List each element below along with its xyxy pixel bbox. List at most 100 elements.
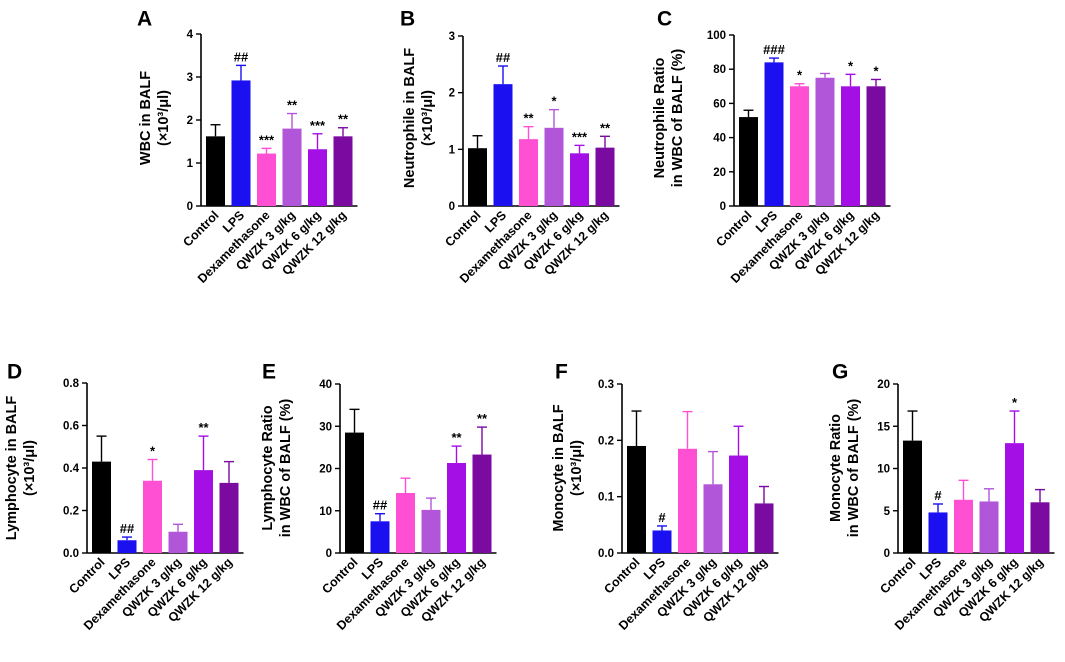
y-tick-label: 80 — [713, 64, 726, 76]
bar-lps — [652, 530, 672, 553]
significance-marker: ## — [234, 49, 249, 64]
bar-qwzk-12-g-kg — [333, 136, 353, 206]
significance-marker: ### — [763, 42, 785, 57]
y-axis-label: Lymphocyte Ratio in WBC of BALF (%) — [260, 399, 294, 538]
significance-marker: * — [848, 58, 854, 73]
x-category-label: Control — [713, 208, 754, 249]
bar-control — [468, 148, 487, 206]
y-axis-label: Monocyte in BALF (×10³/μl) — [551, 404, 585, 531]
y-tick-label: 0 — [720, 201, 726, 213]
x-category-label: Control — [877, 555, 918, 596]
significance-marker: * — [873, 63, 879, 78]
bar-dexamethasone — [257, 153, 276, 206]
bar-qwzk-6-g-kg — [447, 463, 466, 553]
bar-qwzk-3-g-kg — [421, 509, 441, 553]
significance-marker: *** — [310, 118, 326, 133]
bar-lps — [493, 84, 513, 206]
bar-qwzk-6-g-kg — [194, 470, 213, 553]
significance-marker: * — [1012, 395, 1018, 410]
y-tick-label: 0.8 — [63, 378, 80, 390]
y-tick-label: 3 — [187, 72, 193, 84]
panel-letter: E — [262, 361, 276, 384]
y-tick-label: 0.2 — [63, 506, 79, 518]
y-tick-label: 5 — [884, 506, 891, 518]
x-category-label: Control — [442, 208, 483, 249]
significance-marker: # — [934, 488, 942, 503]
y-tick-label: 0.0 — [63, 548, 79, 560]
significance-marker: ** — [287, 98, 298, 113]
y-tick-label: 1 — [187, 158, 194, 170]
panel-c: C Neutrophile Ratio in WBC of BALF (%) 0 20 4… — [652, 8, 891, 286]
bar-dexamethasone — [519, 139, 538, 206]
significance-marker: ** — [198, 420, 209, 435]
panel-b: B Neutrophile in BALF (×10³/μl) 0 1 2 3 Control… — [400, 8, 620, 286]
y-axis-label-line: (×10³/μl) — [156, 90, 172, 146]
bar-control — [92, 461, 111, 553]
bar-dexamethasone — [396, 493, 415, 553]
y-tick-label: 0 — [187, 201, 193, 213]
significance-marker: ** — [338, 112, 349, 127]
y-tick-label: 2 — [449, 88, 455, 100]
y-axis-label-line: (×10³/μl) — [420, 90, 436, 146]
bar-control — [627, 445, 646, 553]
bar-qwzk-6-g-kg — [729, 455, 748, 553]
y-tick-label: 0.0 — [598, 548, 614, 560]
y-tick-label: 20 — [319, 464, 332, 476]
y-axis-label-line: in WBC of BALF (%) — [846, 399, 862, 538]
significance-marker: ## — [373, 498, 388, 513]
y-tick-label: 10 — [319, 506, 332, 518]
y-axis-label: Monocyte Ratio in WBC of BALF (%) — [828, 399, 862, 538]
y-tick-label: 4 — [187, 29, 194, 41]
y-tick-label: 0.1 — [598, 492, 615, 504]
panel-e: E Lymphocyte Ratio in WBC of BALF (%) 0 10 20… — [260, 361, 497, 633]
bar-qwzk-12-g-kg — [595, 147, 615, 206]
panel-letter: F — [555, 361, 568, 384]
y-axis-label-line: (×10³/μl) — [569, 440, 585, 496]
panel-letter: C — [657, 8, 672, 31]
y-axis-label-line: (×10³/μl) — [22, 440, 38, 496]
y-axis-label-line: Monocyte Ratio — [828, 414, 844, 522]
panel-letter: G — [832, 361, 848, 384]
panel-letter: B — [400, 8, 415, 31]
y-axis-label: Lymphocyte in BALF (×10³/μl) — [4, 396, 38, 541]
y-axis-label-line: Lymphocyte in BALF — [4, 396, 20, 541]
bar-qwzk-6-g-kg — [308, 149, 327, 206]
y-tick-label: 20 — [877, 379, 890, 391]
y-tick-label: 60 — [713, 98, 726, 110]
y-tick-label: 15 — [877, 421, 890, 433]
bar-dexamethasone — [790, 86, 809, 206]
y-tick-label: 0 — [884, 548, 890, 560]
y-axis-label-line: Neutrophile Ratio — [652, 57, 668, 178]
significance-marker: *** — [259, 132, 275, 147]
significance-marker: *** — [572, 129, 588, 144]
bar-dexamethasone — [954, 499, 973, 553]
panel-g: G Monocyte Ratio in WBC of BALF (%) 0 5 10 15 2… — [828, 361, 1055, 633]
bar-dexamethasone — [678, 448, 697, 553]
bar-lps — [928, 512, 948, 553]
y-axis-label: Neutrophile Ratio in WBC of BALF (%) — [652, 49, 686, 188]
bar-qwzk-3-g-kg — [282, 128, 302, 206]
x-category-label: Control — [319, 555, 360, 596]
bar-lps — [370, 521, 390, 553]
panel-f: F Monocyte in BALF (×10³/μl) 0.0 0.1 0.2 0.3 Co… — [551, 361, 779, 633]
y-axis-label-line: Neutrophile in BALF — [402, 48, 418, 188]
bar-control — [739, 117, 758, 206]
bar-lps — [231, 80, 251, 206]
bar-qwzk-12-g-kg — [754, 503, 774, 553]
significance-marker: ** — [451, 430, 462, 445]
significance-marker: * — [551, 94, 557, 109]
x-category-label: Control — [601, 555, 642, 596]
panel-letter: A — [137, 8, 152, 31]
bar-qwzk-3-g-kg — [544, 127, 564, 206]
y-tick-label: 1 — [449, 144, 456, 156]
bar-qwzk-3-g-kg — [815, 77, 835, 206]
significance-marker: * — [150, 444, 156, 459]
y-tick-label: 0.3 — [598, 379, 614, 391]
significance-marker: ** — [477, 411, 488, 426]
y-tick-label: 2 — [187, 115, 193, 127]
y-tick-label: 0.4 — [63, 463, 80, 475]
y-tick-label: 0 — [449, 201, 455, 213]
y-tick-label: 30 — [319, 421, 332, 433]
